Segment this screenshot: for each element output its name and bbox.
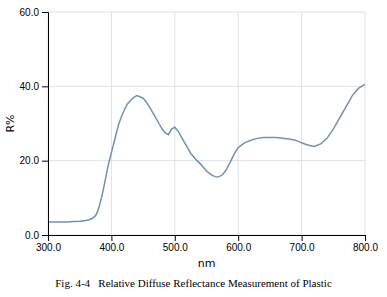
tick-label: 600.0 [226,242,251,253]
tick-label: 20.0 [20,155,40,166]
tick-mark [175,235,176,241]
grid-line-x [301,12,302,235]
grid-line-x [365,12,366,235]
x-axis: 300.0 400.0 500.0 600.0 700.0 800.0 [36,235,378,253]
tick-label: 60.0 [20,7,40,18]
tick-mark [302,235,303,241]
tick-mark [42,86,48,87]
grid-line-y [48,160,365,161]
title: Fig. 4-4 Relative Diffuse Reflectance Me… [55,277,332,289]
tick-mark [111,235,112,241]
data-line [48,84,365,222]
tick-label: 40.0 [20,81,40,92]
tick-mark [42,235,48,236]
y-axis-title: R% [4,114,17,132]
tick-label: 400.0 [99,242,124,253]
grid-line-y [48,86,365,87]
tick: 700.0 [290,235,315,253]
marks [48,84,365,222]
tick: 400.0 [99,235,124,253]
y-axis: 0.0 20.0 40.0 60.0 [20,7,49,241]
grid-line-y [48,12,365,13]
tick: 40.0 [20,81,48,92]
tick-label: 700.0 [290,242,315,253]
tick: 300.0 [36,235,61,253]
grid [48,12,365,235]
tick-mark [42,12,48,13]
grid-line-x [174,12,175,235]
tick-label: 500.0 [163,242,188,253]
grid-line-x [238,12,239,235]
tick: 800.0 [353,235,378,253]
grid-line-x [111,12,112,235]
tick: 600.0 [226,235,251,253]
axis-line [42,13,49,236]
tick: 20.0 [20,155,48,166]
tick-mark [238,235,239,241]
tick: 500.0 [163,235,188,253]
chart: 300.0 400.0 500.0 600.0 700.0 800.0 0.0 20.0 40.… [0,0,387,297]
tick-mark [42,161,48,162]
tick-label: 0.0 [25,230,39,241]
tick-mark [365,235,366,241]
tick-label: 300.0 [36,242,61,253]
axis-line [49,236,366,242]
plot-area: 300.0 400.0 500.0 600.0 700.0 800.0 0.0 20.0 40.… [20,7,379,253]
tick: 60.0 [20,7,48,18]
tick-label: 800.0 [353,242,378,253]
x-axis-title: nm [198,257,216,270]
tick: 0.0 [25,230,48,241]
